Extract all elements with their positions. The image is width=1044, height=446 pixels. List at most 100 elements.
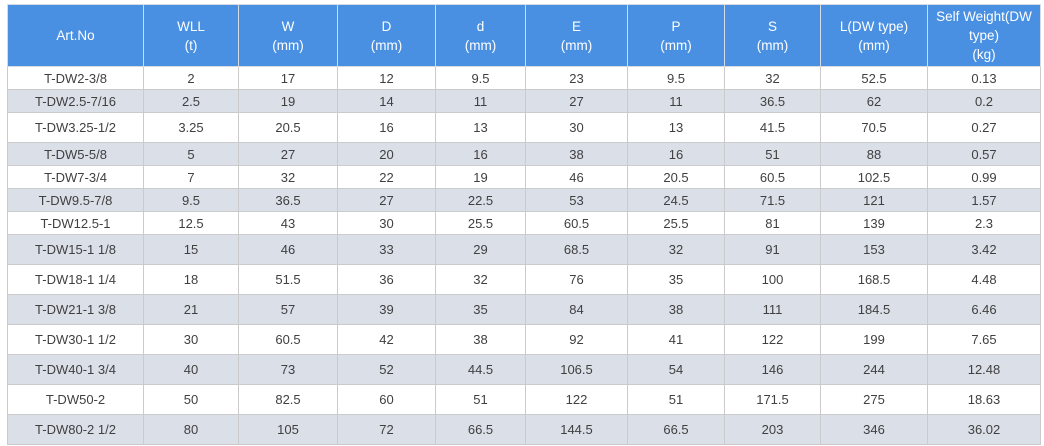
table-row: T-DW3.25-1/2 3.25 20.5 16 13 30 13 41.5 70.5 0.27 (7, 112, 1041, 143)
column-header-label: P (671, 18, 681, 34)
value-cell: 35 (435, 294, 526, 325)
value-cell: 102.5 (820, 165, 928, 189)
value-cell: 27 (525, 89, 628, 113)
value-cell: 73 (238, 354, 338, 385)
value-cell: 80 (143, 414, 239, 445)
column-header: W (mm) (238, 4, 338, 67)
value-cell: 42 (337, 324, 436, 355)
value-cell: 43 (238, 211, 338, 235)
value-cell: 22.5 (435, 188, 526, 212)
column-header-unit: (kg) (972, 47, 996, 62)
table-body: T-DW2-3/8 2 17 12 9.5 23 9.5 32 52.5 0.13 T-DW2.5-… (7, 66, 1041, 445)
value-cell: 139 (820, 211, 928, 235)
value-cell: 6.46 (927, 294, 1041, 325)
column-header: E (mm) (525, 4, 628, 67)
value-cell: 71.5 (724, 188, 821, 212)
column-header-unit: (mm) (464, 37, 497, 53)
value-cell: 100 (724, 264, 821, 295)
column-header-unit: (t) (184, 37, 198, 53)
column-header-label: WLL (177, 18, 205, 34)
value-cell: 76 (525, 264, 628, 295)
value-cell: 16 (337, 112, 436, 143)
value-cell: 146 (724, 354, 821, 385)
column-header-label: D (381, 18, 392, 34)
column-header: D (mm) (337, 4, 436, 67)
value-cell: 7 (143, 165, 239, 189)
value-cell: 122 (724, 324, 821, 355)
value-cell: 19 (435, 165, 526, 189)
column-header-label: W (281, 18, 295, 34)
value-cell: 184.5 (820, 294, 928, 325)
value-cell: 92 (525, 324, 628, 355)
value-cell: 13 (435, 112, 526, 143)
value-cell: 32 (435, 264, 526, 295)
value-cell: 40 (143, 354, 239, 385)
value-cell: 41.5 (724, 112, 821, 143)
table-row: T-DW9.5-7/8 9.5 36.5 27 22.5 53 24.5 71.5 121 1.5… (7, 188, 1041, 212)
value-cell: 46 (238, 234, 338, 265)
column-header: d (mm) (435, 4, 526, 67)
column-header: S (mm) (724, 4, 821, 67)
value-cell: 11 (627, 89, 725, 113)
value-cell: 4.48 (927, 264, 1041, 295)
art-no-cell: T-DW3.25-1/2 (7, 112, 144, 143)
column-header-unit: (mm) (660, 37, 692, 53)
column-header-label: L(DW type) (839, 18, 909, 34)
value-cell: 1.57 (927, 188, 1041, 212)
header-row: Art.No WLL (t) W (mm) D (mm) d (mm) E (mm) P (mm) S (m… (7, 4, 1041, 67)
value-cell: 30 (143, 324, 239, 355)
value-cell: 51.5 (238, 264, 338, 295)
value-cell: 2.3 (927, 211, 1041, 235)
value-cell: 39 (337, 294, 436, 325)
art-no-cell: T-DW15-1 1/8 (7, 234, 144, 265)
value-cell: 52.5 (820, 66, 928, 90)
value-cell: 70.5 (820, 112, 928, 143)
value-cell: 15 (143, 234, 239, 265)
value-cell: 91 (724, 234, 821, 265)
value-cell: 111 (724, 294, 821, 325)
column-header: P (mm) (627, 4, 725, 67)
value-cell: 84 (525, 294, 628, 325)
value-cell: 41 (627, 324, 725, 355)
value-cell: 20 (337, 142, 436, 166)
value-cell: 0.57 (927, 142, 1041, 166)
value-cell: 153 (820, 234, 928, 265)
value-cell: 36 (337, 264, 436, 295)
value-cell: 168.5 (820, 264, 928, 295)
value-cell: 60.5 (525, 211, 628, 235)
value-cell: 11 (435, 89, 526, 113)
value-cell: 27 (238, 142, 338, 166)
value-cell: 13 (627, 112, 725, 143)
value-cell: 54 (627, 354, 725, 385)
value-cell: 60.5 (724, 165, 821, 189)
value-cell: 46 (525, 165, 628, 189)
value-cell: 199 (820, 324, 928, 355)
column-header-unit: (mm) (756, 37, 789, 53)
value-cell: 53 (525, 188, 628, 212)
value-cell: 203 (724, 414, 821, 445)
art-no-cell: T-DW5-5/8 (7, 142, 144, 166)
value-cell: 18 (143, 264, 239, 295)
value-cell: 27 (337, 188, 436, 212)
art-no-cell: T-DW21-1 3/8 (7, 294, 144, 325)
art-no-cell: T-DW12.5-1 (7, 211, 144, 235)
column-header: Self Weight(DW type) (kg) (927, 4, 1041, 67)
value-cell: 38 (435, 324, 526, 355)
value-cell: 52 (337, 354, 436, 385)
column-header-unit: (mm) (858, 37, 890, 53)
value-cell: 25.5 (435, 211, 526, 235)
value-cell: 32 (627, 234, 725, 265)
value-cell: 20.5 (238, 112, 338, 143)
art-no-cell: T-DW40-1 3/4 (7, 354, 144, 385)
table-row: T-DW2-3/8 2 17 12 9.5 23 9.5 32 52.5 0.13 (7, 66, 1041, 90)
table-row: T-DW5-5/8 5 27 20 16 38 16 51 88 0.57 (7, 142, 1041, 166)
value-cell: 9.5 (627, 66, 725, 90)
value-cell: 244 (820, 354, 928, 385)
table-row: T-DW18-1 1/4 18 51.5 36 32 76 35 100 168.5 4.48 (7, 264, 1041, 295)
value-cell: 20.5 (627, 165, 725, 189)
value-cell: 12 (337, 66, 436, 90)
table-row: T-DW15-1 1/8 15 46 33 29 68.5 32 91 153 3.42 (7, 234, 1041, 265)
value-cell: 0.27 (927, 112, 1041, 143)
value-cell: 16 (627, 142, 725, 166)
